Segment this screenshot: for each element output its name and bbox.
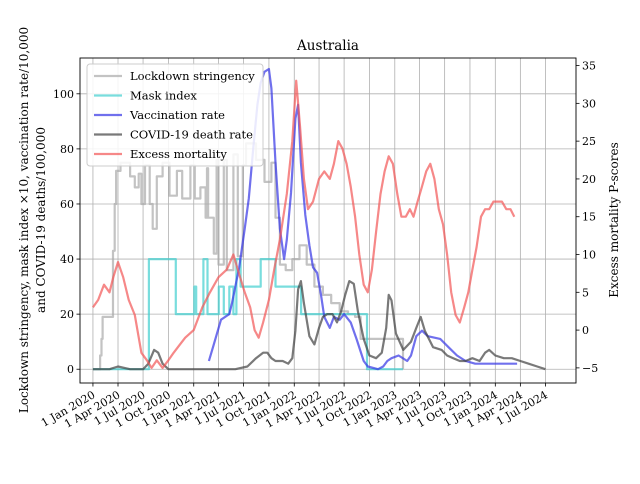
y-axis-left-label-line1: Lockdown stringency, mask index ×10, vac… (17, 27, 31, 413)
y-left-tick-label: 60 (60, 198, 74, 211)
y-right-tick-label: 5 (582, 286, 589, 299)
y-right-tick-label: 25 (582, 135, 596, 148)
y-left-tick-label: 20 (60, 308, 74, 321)
y-right-tick-label: 20 (582, 173, 596, 186)
y-right-tick-label: 30 (582, 97, 596, 110)
plot-frame (79, 57, 577, 384)
y-right-tick-label: 35 (582, 60, 596, 73)
y-left-tick-label: 100 (53, 88, 74, 101)
series-line-excess-mortality (92, 79, 516, 369)
y-axis-right-label: Excess mortality P-scores (607, 142, 621, 297)
legend-label: Vaccination rate (129, 108, 225, 122)
y-axis-left-label-line2: and COVID-19 deaths/100,000 (34, 127, 48, 313)
y-left-tick-label: 40 (60, 253, 74, 266)
chart-title: Australia (296, 38, 359, 54)
legend-label: Lockdown stringency (130, 69, 255, 83)
legend: Lockdown stringency Mask index Vaccination… (86, 63, 264, 167)
y-right-tick-label: 15 (582, 211, 596, 224)
series-line-mask-index (92, 258, 403, 371)
legend-label: Mask index (130, 89, 197, 103)
y-left-tick-label: 80 (60, 143, 74, 156)
y-right-tick-label: 0 (582, 324, 589, 337)
legend-label: COVID-19 death rate (130, 128, 253, 142)
y-left-tick-label: 0 (67, 363, 74, 376)
series-line-covid-19-death-rate (92, 280, 546, 371)
y-right-tick-label: −5 (582, 362, 598, 375)
legend-box (86, 63, 264, 167)
y-right-tick-label: 10 (582, 249, 596, 262)
legend-label: Excess mortality (130, 147, 227, 161)
